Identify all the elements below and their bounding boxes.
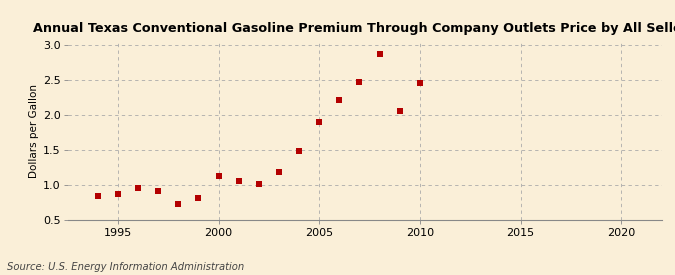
Point: [213, 174, 224, 178]
Point: [132, 186, 143, 191]
Point: [173, 202, 184, 206]
Point: [294, 148, 304, 153]
Point: [193, 195, 204, 200]
Point: [314, 120, 325, 124]
Point: [113, 192, 124, 196]
Point: [374, 52, 385, 56]
Point: [234, 179, 244, 184]
Text: Source: U.S. Energy Information Administration: Source: U.S. Energy Information Administ…: [7, 262, 244, 272]
Point: [334, 98, 345, 102]
Point: [394, 109, 405, 114]
Y-axis label: Dollars per Gallon: Dollars per Gallon: [28, 84, 38, 178]
Title: Annual Texas Conventional Gasoline Premium Through Company Outlets Price by All : Annual Texas Conventional Gasoline Premi…: [33, 21, 675, 35]
Point: [414, 80, 425, 85]
Point: [273, 170, 284, 175]
Point: [354, 80, 365, 84]
Point: [153, 189, 163, 193]
Point: [92, 194, 103, 198]
Point: [253, 182, 264, 186]
